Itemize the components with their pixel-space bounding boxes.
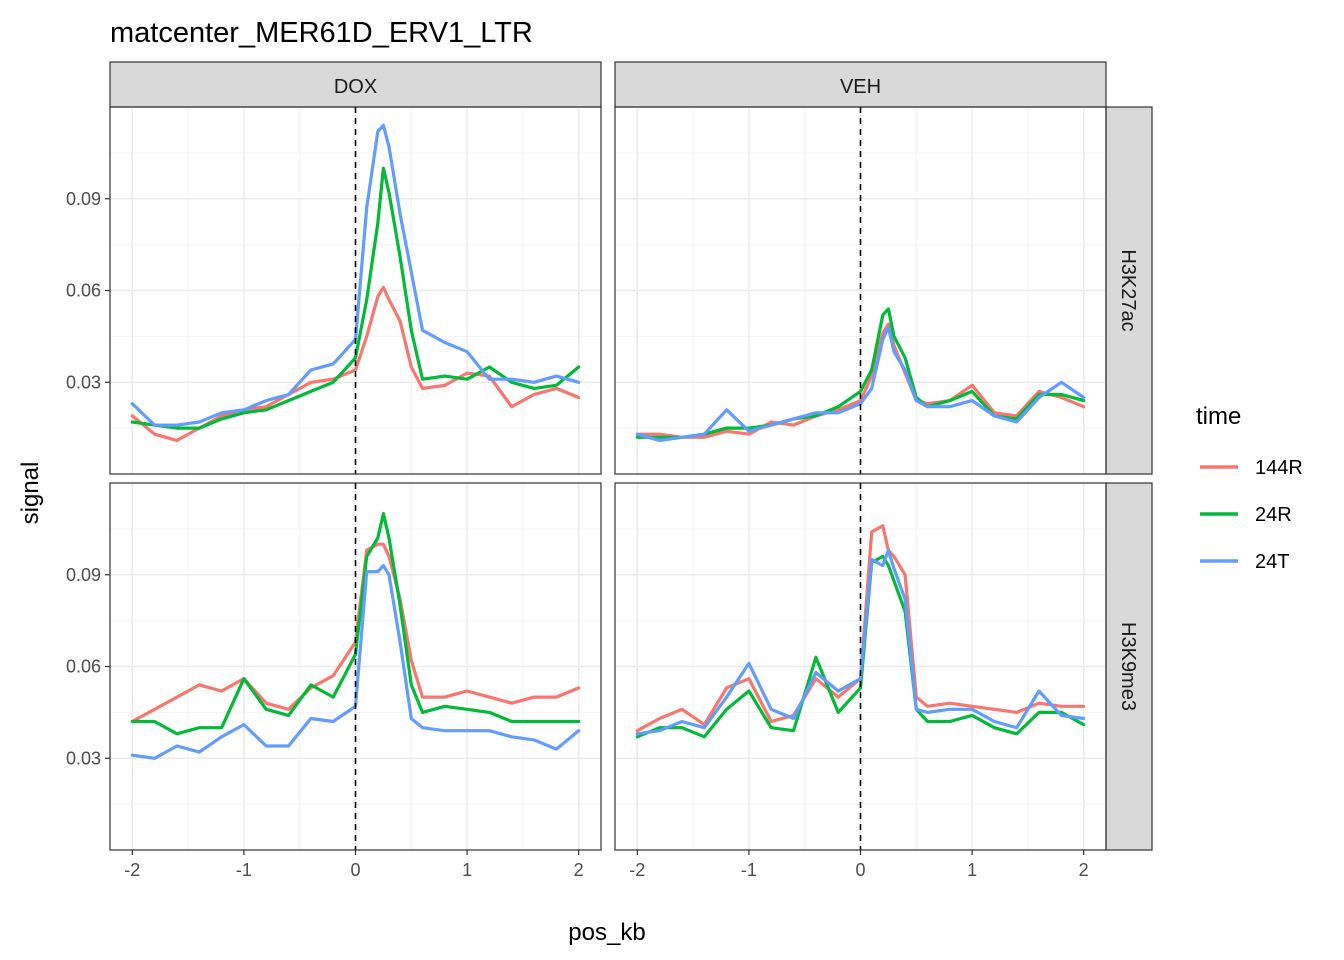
series-line-144r [130,542,581,724]
y-tick-label: 0.03 [66,748,101,768]
x-tick-label: -2 [124,860,140,880]
x-tick-label: 2 [1079,860,1089,880]
facet-strip-dox [109,61,602,108]
y-tick-label: 0.06 [66,657,101,677]
x-tick-label: 1 [462,860,472,880]
x-tick-label: 1 [967,860,977,880]
series-line-24t [130,563,581,760]
y-tick-label: 0.06 [66,281,101,301]
series-line-24t [635,548,1086,736]
series-line-144r [635,322,1086,439]
legend-label-24r: 24R [1255,504,1292,526]
series-line-24r [130,166,581,430]
legend-label-24t: 24T [1255,551,1289,573]
series-line-24r [130,511,581,736]
series-line-24t [635,325,1086,442]
series-line-24t [130,123,581,427]
panel-dox-h3k9me3: 0.03 0.06 0.09 -2 -1 0 1 2 [66,482,602,880]
x-tick-label: -1 [236,860,252,880]
panel-border [614,106,1107,475]
facet-strip-veh [614,61,1107,108]
panel-veh-h3k27ac [614,106,1107,475]
y-tick-label: 0.09 [66,565,101,585]
panel-dox-h3k27ac: 0.03 0.06 0.09 [66,106,602,475]
x-tick-label: 2 [574,860,584,880]
chart-title: matcenter_MER61D_ERV1_LTR [110,17,533,49]
y-tick-label: 0.09 [66,189,101,209]
x-axis-label: pos_kb [568,919,645,946]
x-tick-label: 0 [855,860,865,880]
y-axis-label: signal [17,462,44,525]
facet-strip-h3k9me3 [1105,482,1153,851]
facet-strip-label-h3k27ac: H3K27ac [1117,249,1139,331]
facet-strip-label-dox: DOX [334,76,377,98]
x-tick-label: -2 [629,860,645,880]
facet-strip-h3k27ac [1105,106,1153,475]
facet-strip-label-veh: VEH [840,76,881,98]
y-tick-label: 0.03 [66,372,101,392]
panel-veh-h3k9me3: -2 -1 0 1 2 [614,482,1107,880]
legend: time 144R 24R 24T [1196,403,1303,573]
facet-panels: DOX VEH H3K27ac H3K9me3 0.03 0.06 0.09 0.03 0.06… [66,61,1153,880]
x-tick-label: -1 [741,860,757,880]
series-line-24r [635,554,1086,739]
x-tick-label: 0 [350,860,360,880]
legend-label-144r: 144R [1255,457,1303,479]
series-line-144r [130,285,581,442]
legend-title: time [1196,403,1241,430]
series-line-144r [635,524,1086,733]
facet-strip-label-h3k9me3: H3K9me3 [1117,622,1139,711]
